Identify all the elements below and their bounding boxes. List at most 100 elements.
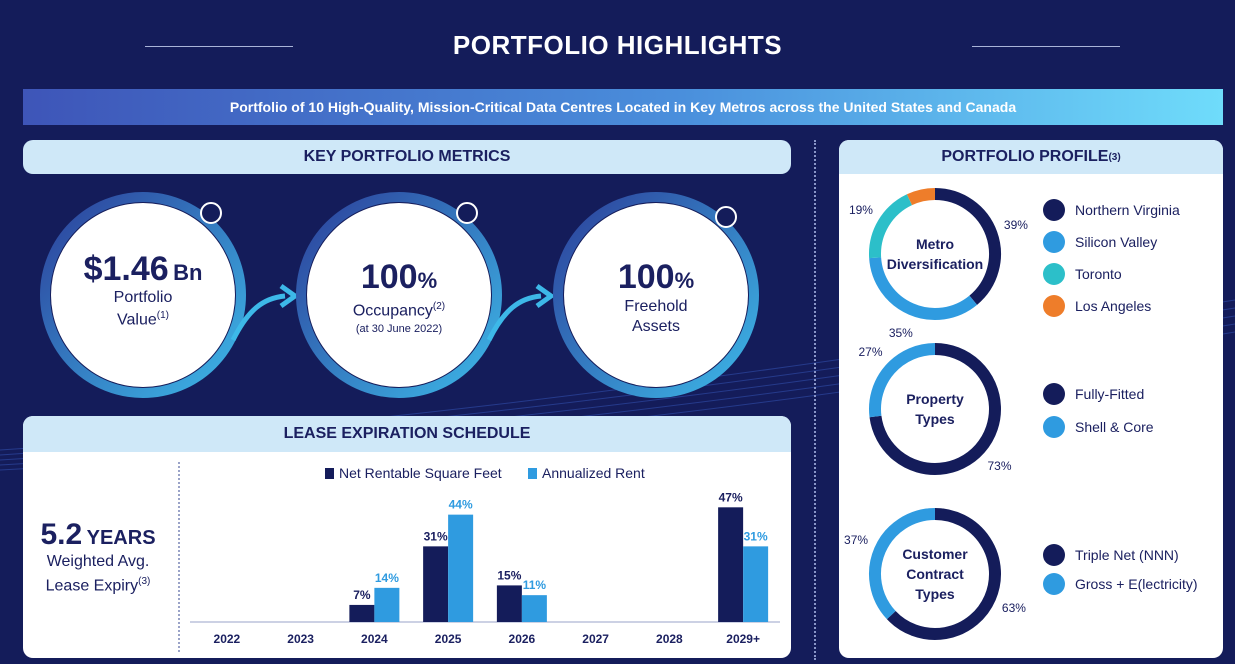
metric-3-label: Freehold [624, 298, 688, 315]
lease-divider [178, 462, 180, 652]
metric-ring-3 [553, 192, 759, 398]
legend-label-1: Net Rentable Square Feet [339, 465, 502, 481]
legend-dot [1043, 416, 1065, 438]
wale-value: 5.2 [40, 518, 83, 551]
bar-nrsf [349, 604, 375, 622]
legend-label-2: Annualized Rent [542, 465, 645, 481]
donut-center-title: Types [915, 411, 955, 427]
donut-customer-contract-types: 63% 37% Customer Contract Types Triple Net (N… [844, 508, 1198, 640]
x-tick-label: 2027 [582, 632, 609, 646]
profile-donuts: 39% 35% 19% 7% Metro Diversification Northern … [844, 174, 1198, 640]
arrow-2 [486, 293, 542, 342]
bar-nrsf [718, 507, 744, 622]
x-tick-label: 2024 [361, 632, 388, 646]
legend-text: Triple Net (NNN) [1075, 547, 1179, 563]
legend-dot [1043, 573, 1065, 595]
metric-3-value: 100 [617, 258, 675, 296]
banner: Portfolio of 10 High-Quality, Mission-Cr… [23, 89, 1223, 125]
legend-text: Silicon Valley [1075, 234, 1157, 250]
x-tick-label: 2022 [214, 632, 241, 646]
donut-center-title: Contract [906, 566, 964, 582]
legend-dot [1043, 383, 1065, 405]
metric-2-unit: % [417, 268, 438, 293]
metric-2-sup: (2) [432, 301, 446, 312]
donut-slice [869, 343, 936, 418]
wale-sup: (3) [138, 576, 151, 587]
metric-1-unit: Bn [173, 260, 203, 285]
bar-nrsf [496, 585, 522, 622]
metric-1-sup: (1) [156, 310, 169, 321]
metric-3-unit: % [674, 268, 695, 293]
donut-slice [934, 188, 1001, 305]
donut-slice [869, 257, 978, 320]
legend-swatch-1 [325, 468, 334, 479]
donut-center-title: Customer [902, 546, 968, 562]
legend-text: Northern Virginia [1075, 202, 1180, 218]
donut-slice [869, 343, 1001, 475]
data-label: 7% [353, 588, 371, 602]
donut-center-title: Metro [916, 236, 954, 252]
arrow-1 [230, 293, 286, 342]
x-tick-label: 2025 [435, 632, 462, 646]
data-label: 44% [449, 498, 473, 512]
arrow-1-head [279, 283, 300, 309]
donut-pct-label: 27% [858, 345, 882, 359]
donut-center-title: Types [915, 586, 955, 602]
donut-center-title: Property [906, 391, 964, 407]
wale-unit: YEARS [86, 527, 156, 549]
legend-dot [1043, 231, 1065, 253]
donut-property-types: 73% 27% Property Types Fully-Fitted Shell & C… [858, 343, 1154, 475]
profile-title: PORTFOLIO PROFILE [941, 148, 1109, 165]
wale-label-2: Lease Expiry [45, 577, 139, 595]
bar-rent [374, 587, 400, 622]
metric-occupancy: 100% Occupancy(2) (at 30 June 2022) [299, 258, 499, 337]
section-divider [814, 140, 816, 660]
donut-pct-label: 73% [987, 459, 1011, 473]
legend-dot [1043, 295, 1065, 317]
data-label: 14% [375, 571, 399, 585]
metric-1-label2: Value [117, 311, 157, 329]
bar-rent [448, 514, 474, 622]
chart-legend: Net Rentable Square Feet Annualized Rent [325, 465, 645, 481]
bar-rent [743, 546, 769, 622]
title-rule-right [972, 46, 1120, 47]
metric-portfolio-value: $1.46 Bn Portfolio Value(1) [43, 250, 243, 329]
donut-slice [906, 188, 936, 206]
lease-bar-chart: Net Rentable Square Feet Annualized Rent 2… [190, 465, 780, 646]
lease-panel [23, 416, 791, 658]
donut-slice [869, 194, 913, 259]
x-tick-label: 2029+ [726, 632, 760, 646]
legend-text: Los Angeles [1075, 298, 1151, 314]
key-metrics-header: KEY PORTFOLIO METRICS [23, 140, 791, 174]
profile-header: PORTFOLIO PROFILE (3) [839, 140, 1223, 174]
legend-dot [1043, 199, 1065, 221]
donut-pct-label: 35% [889, 326, 913, 340]
donut-center-title: Diversification [887, 256, 983, 272]
donut-metro-diversification: 39% 35% 19% 7% Metro Diversification Northern … [849, 174, 1180, 340]
metric-3-label2: Assets [631, 318, 680, 335]
bar-rent [521, 595, 547, 622]
bar-nrsf [423, 546, 449, 622]
legend-dot [1043, 544, 1065, 566]
legend-text: Toronto [1075, 266, 1122, 282]
metric-freehold: 100% Freehold Assets [556, 258, 756, 337]
x-tick-label: 2026 [509, 632, 536, 646]
data-label: 31% [424, 529, 448, 543]
page-title: PORTFOLIO HIGHLIGHTS [452, 30, 783, 60]
arrow-2-head [535, 283, 556, 309]
lease-header: LEASE EXPIRATION SCHEDULE [23, 416, 791, 452]
title-rule-left [145, 46, 293, 47]
legend-text: Shell & Core [1075, 419, 1154, 435]
donut-pct-label: 39% [1004, 218, 1028, 232]
legend-swatch-2 [528, 468, 537, 479]
profile-panel [839, 140, 1223, 658]
donut-pct-label: 37% [844, 533, 868, 547]
x-tick-label: 2028 [656, 632, 683, 646]
data-label: 15% [497, 568, 521, 582]
metric-2-label: Occupancy [352, 302, 433, 320]
wale-label-1: Weighted Avg. [46, 553, 150, 570]
data-label: 11% [523, 578, 547, 592]
donut-pct-label: 7% [908, 174, 926, 177]
donut-slice [869, 508, 936, 620]
metrics-circles [40, 192, 759, 398]
